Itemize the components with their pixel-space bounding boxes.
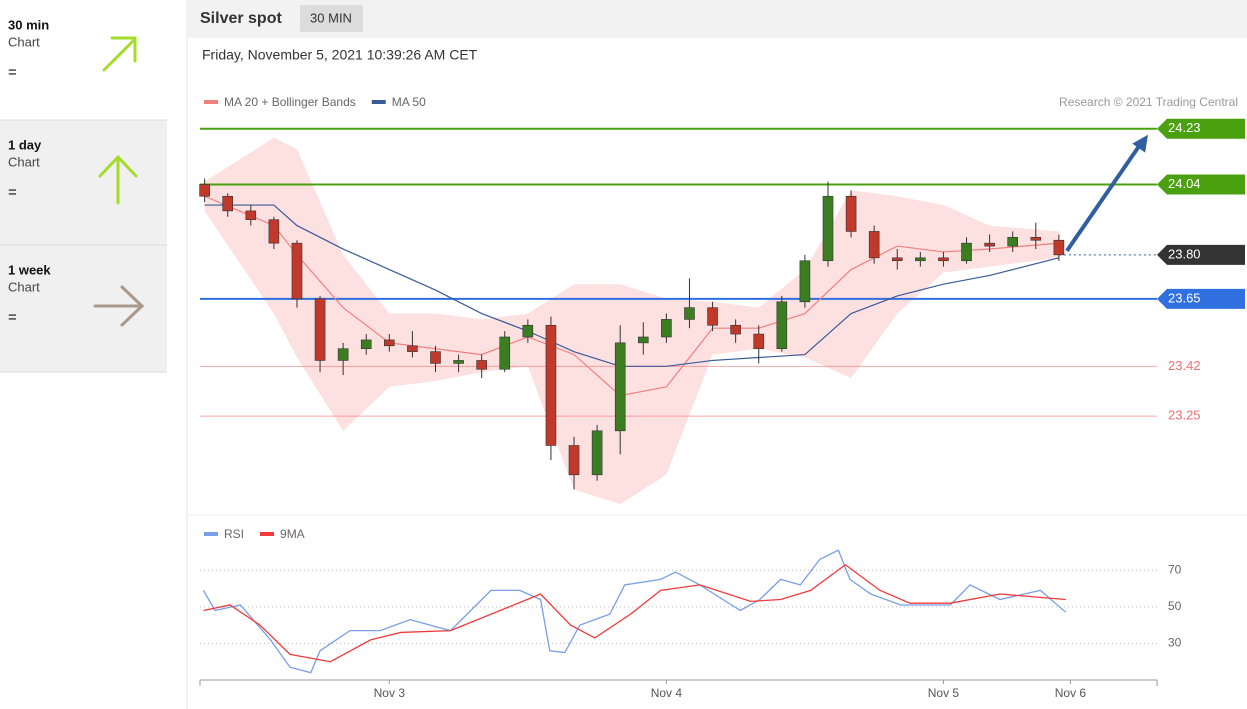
level-label: 24.04 [1168,176,1201,191]
instrument-title: Silver spot [200,10,282,27]
candle-body [776,301,788,350]
arrow-up [98,154,138,205]
sidebar-panel[interactable] [0,0,167,120]
candle-body [915,257,926,262]
candle-body [1007,236,1018,247]
candle-body [268,219,280,244]
legend-label: 9MA [280,527,305,541]
candle-body [753,333,765,350]
legend-swatch [204,532,218,536]
level-label: 24.23 [1168,120,1201,135]
candle-body [730,324,741,335]
legend-label: MA 20 + Bollinger Bands [224,95,356,109]
legend-swatch [260,532,275,536]
candle-body [476,360,487,370]
y-tick-label: 70 [1168,562,1182,576]
interval-label[interactable]: 30 MIN [310,10,352,25]
candle-body [337,348,349,361]
header-bar [187,0,1247,38]
candle-body [453,360,464,364]
arrow-right [93,285,145,327]
period-subtitle[interactable]: Chart [8,34,40,49]
period-status: = [8,64,17,81]
candle-body [637,336,649,344]
forecast-arrow-head [1132,134,1148,153]
candle-body [938,257,949,262]
credit: Research © 2021 Trading Central [1059,95,1238,109]
rsi-line [203,563,1066,663]
legend-label: RSI [224,527,244,541]
interval-button[interactable] [300,5,363,32]
candle-body [799,260,811,303]
arrow-up-right [102,36,137,72]
period-subtitle[interactable]: Chart [8,279,40,294]
candle-body [384,339,395,347]
candle-body [591,430,603,476]
level-tag [1157,174,1245,195]
period-title[interactable]: 1 week [8,262,51,277]
level-tag [1157,244,1245,265]
y-tick-label: 30 [1168,636,1182,650]
candle-body [407,345,418,352]
x-tick-label: Nov 3 [374,686,406,700]
candle-body [1030,236,1042,241]
legend-swatch [204,100,218,104]
y-tick-label: 50 [1168,599,1182,613]
candle-body [314,298,326,361]
candle-body [984,242,995,247]
x-tick-label: Nov 5 [928,686,960,700]
candle-body [822,195,834,262]
candle-body [522,324,534,338]
candle-body [568,445,580,476]
level-label: 23.42 [1168,358,1201,373]
candle-body [291,242,303,300]
candle-body [868,231,880,259]
x-tick-label: Nov 4 [651,686,683,700]
level-tag [1157,118,1245,139]
period-status: = [8,184,17,201]
period-subtitle[interactable]: Chart [8,154,40,169]
level-label: 23.65 [1168,290,1201,305]
rsi-line [202,549,1067,674]
period-title[interactable]: 30 min [8,17,49,32]
candle-body [707,307,718,326]
candle-body [430,351,441,364]
x-tick-label: Nov 6 [1055,686,1087,700]
candle-body [684,307,695,320]
sidebar-panel[interactable] [0,120,167,245]
period-status: = [8,309,17,326]
candle-body [614,342,626,432]
timestamp: Friday, November 5, 2021 10:39:26 AM CET [202,47,478,63]
candle-body [891,257,903,262]
forecast-arrow [1065,143,1142,253]
candle-body [1053,239,1065,256]
candle-body [545,324,557,446]
legend-swatch [371,100,386,104]
candle-body [199,184,210,197]
level-tag [1157,288,1245,309]
candle-body [245,210,257,220]
candle-body [845,195,857,232]
candle-body [961,242,972,262]
level-label: 23.80 [1168,246,1201,261]
candle-body [499,336,511,370]
level-label: 23.25 [1168,408,1201,423]
candle-body [360,339,372,350]
candle-body [222,195,234,212]
period-title[interactable]: 1 day [8,137,42,152]
legend-label: MA 50 [392,95,426,109]
bollinger-band [204,137,1059,505]
candle-body [661,319,672,338]
